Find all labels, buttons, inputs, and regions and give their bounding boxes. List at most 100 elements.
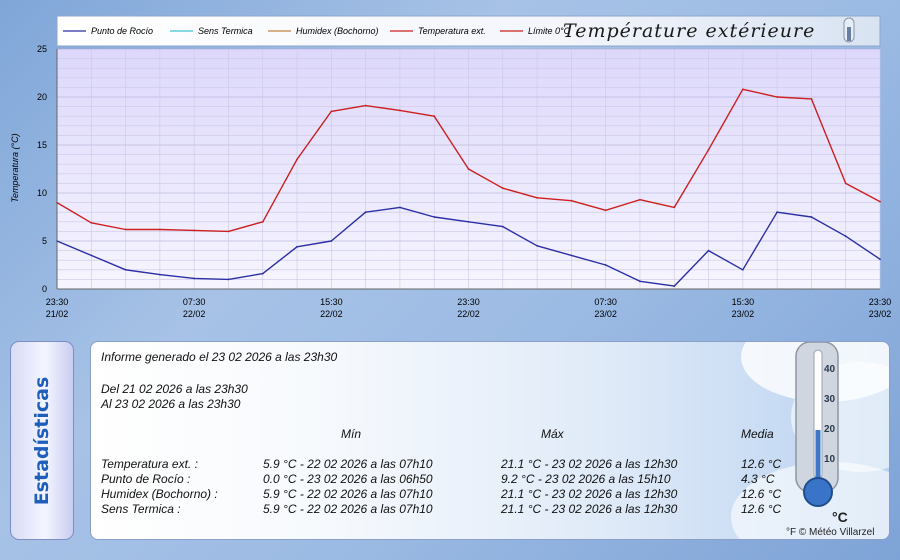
stats-cell-avg: 4.3 °C	[741, 472, 775, 486]
data-point	[330, 110, 333, 113]
x-tick-date: 23/02	[594, 309, 617, 319]
legend-box	[56, 15, 881, 47]
data-point	[467, 220, 470, 223]
data-point	[90, 254, 93, 257]
data-point	[296, 158, 298, 161]
x-tick-date: 22/02	[457, 309, 480, 319]
y-tick-label: 25	[37, 44, 47, 54]
x-tick-label: 15:30	[732, 297, 755, 307]
series	[56, 88, 881, 288]
stats-cell-max: 21.1 °C - 23 02 2026 a las 12h30	[501, 502, 678, 516]
data-point	[844, 235, 847, 238]
stats-cell-avg: 12.6 °C	[741, 487, 782, 501]
data-point	[707, 249, 710, 252]
data-point	[741, 88, 744, 91]
data-point	[604, 209, 607, 212]
statistics-tab-label: Estadísticas	[31, 376, 53, 505]
legend-item[interactable]: Humidex (Bochorno)	[296, 26, 379, 36]
stats-cell-min: 5.9 °C - 22 02 2026 a las 07h10	[263, 502, 433, 516]
x-tick-date: 21/02	[46, 309, 69, 319]
y-axis: 0 5 10 15 20 25	[37, 44, 47, 294]
x-tick-date: 22/02	[320, 309, 343, 319]
stats-cell-min: 5.9 °C - 22 02 2026 a las 07h10	[263, 487, 433, 501]
y-tick-label: 5	[42, 236, 47, 246]
data-point	[158, 273, 161, 276]
data-point	[810, 98, 813, 100]
data-point	[501, 187, 504, 190]
stats-cell-min: 0.0 °C - 23 02 2026 a las 06h50	[263, 472, 433, 486]
data-point	[158, 228, 161, 231]
data-point	[673, 206, 676, 209]
legend-item[interactable]: Sens Termica	[198, 26, 253, 36]
x-tick-label: 23:30	[869, 297, 892, 307]
stats-cell-avg: 12.6 °C	[741, 457, 782, 471]
chart-title: Température extérieure	[563, 20, 815, 42]
thermometer-tick: 40	[824, 364, 836, 375]
y-tick-label: 20	[37, 92, 47, 102]
legend: Punto de Rocío Sens Termica Humidex (Bocho…	[63, 26, 571, 36]
stats-cell-max: 21.1 °C - 23 02 2026 a las 12h30	[501, 487, 678, 501]
statistics-tab[interactable]: Estadísticas	[10, 341, 74, 540]
data-point	[227, 230, 230, 233]
data-point	[673, 285, 676, 288]
data-point	[330, 240, 333, 242]
x-tick-label: 23:30	[457, 297, 480, 307]
stats-cell-min: 5.9 °C - 22 02 2026 a las 07h10	[263, 457, 433, 471]
x-tick-label: 07:30	[183, 297, 206, 307]
temperature-chart: Punto de Rocío Sens Termica Humidex (Bocho…	[10, 15, 892, 319]
data-point	[639, 280, 641, 283]
legend-item[interactable]: Límite 0°C	[528, 26, 571, 36]
thermometer-tick: 30	[824, 394, 836, 405]
period-start-text: Del 21 02 2026 a las 23h30	[101, 382, 248, 396]
y-tick-label: 0	[42, 284, 47, 294]
credit-text: °F © Météo Villarzel	[786, 527, 875, 538]
data-point	[433, 115, 436, 118]
x-axis: 23:30 21/02 07:30 22/02 15:30 22/02 23:30 22/02…	[46, 297, 892, 319]
thermometer-unit: °C	[832, 509, 848, 525]
x-tick-label: 07:30	[594, 297, 617, 307]
data-point	[536, 196, 538, 199]
data-point	[399, 206, 401, 209]
data-point	[604, 264, 607, 266]
data-point	[193, 277, 196, 280]
legend-item[interactable]: Punto de Rocío	[91, 26, 153, 36]
data-point	[707, 148, 710, 151]
header-min: Mín	[341, 427, 362, 441]
data-point	[844, 182, 847, 185]
data-point	[227, 278, 230, 281]
data-point	[124, 268, 127, 271]
data-point	[296, 245, 298, 248]
data-point	[364, 104, 367, 107]
data-point	[399, 109, 401, 112]
statistics-panel: 40 30 20 10 °C Informe generado el 23 02 20…	[90, 341, 890, 540]
data-point	[741, 268, 744, 271]
data-point	[639, 198, 641, 201]
stats-cell-label: Humidex (Bochorno) :	[101, 487, 218, 501]
data-point	[810, 216, 813, 218]
legend-item[interactable]: Temperatura ext.	[418, 26, 486, 36]
data-point	[501, 225, 504, 228]
data-point	[193, 229, 196, 232]
stats-cell-avg: 12.6 °C	[741, 502, 782, 516]
report-generated-text: Informe generado el 23 02 2026 a las 23h…	[101, 350, 338, 364]
data-point	[433, 216, 436, 218]
data-point	[570, 254, 573, 257]
stats-cell-max: 9.2 °C - 23 02 2026 a las 15h10	[501, 472, 671, 486]
data-point	[261, 220, 264, 223]
data-point	[570, 199, 573, 202]
y-tick-label: 10	[37, 188, 47, 198]
data-point	[124, 228, 127, 231]
data-point	[90, 221, 93, 224]
thermometer-tick: 20	[824, 424, 836, 435]
stats-cell-label: Sens Termica :	[101, 502, 181, 516]
data-point	[261, 272, 264, 275]
data-point	[776, 211, 779, 214]
data-point	[364, 211, 367, 214]
data-point	[879, 258, 881, 261]
thermometer-icon	[843, 17, 855, 43]
y-axis-label: Temperatura (°C)	[10, 133, 20, 202]
data-point	[879, 200, 881, 203]
thermometer-tick: 10	[824, 454, 836, 465]
stats-cell-max: 21.1 °C - 23 02 2026 a las 12h30	[501, 457, 678, 471]
header-max: Máx	[541, 427, 564, 441]
